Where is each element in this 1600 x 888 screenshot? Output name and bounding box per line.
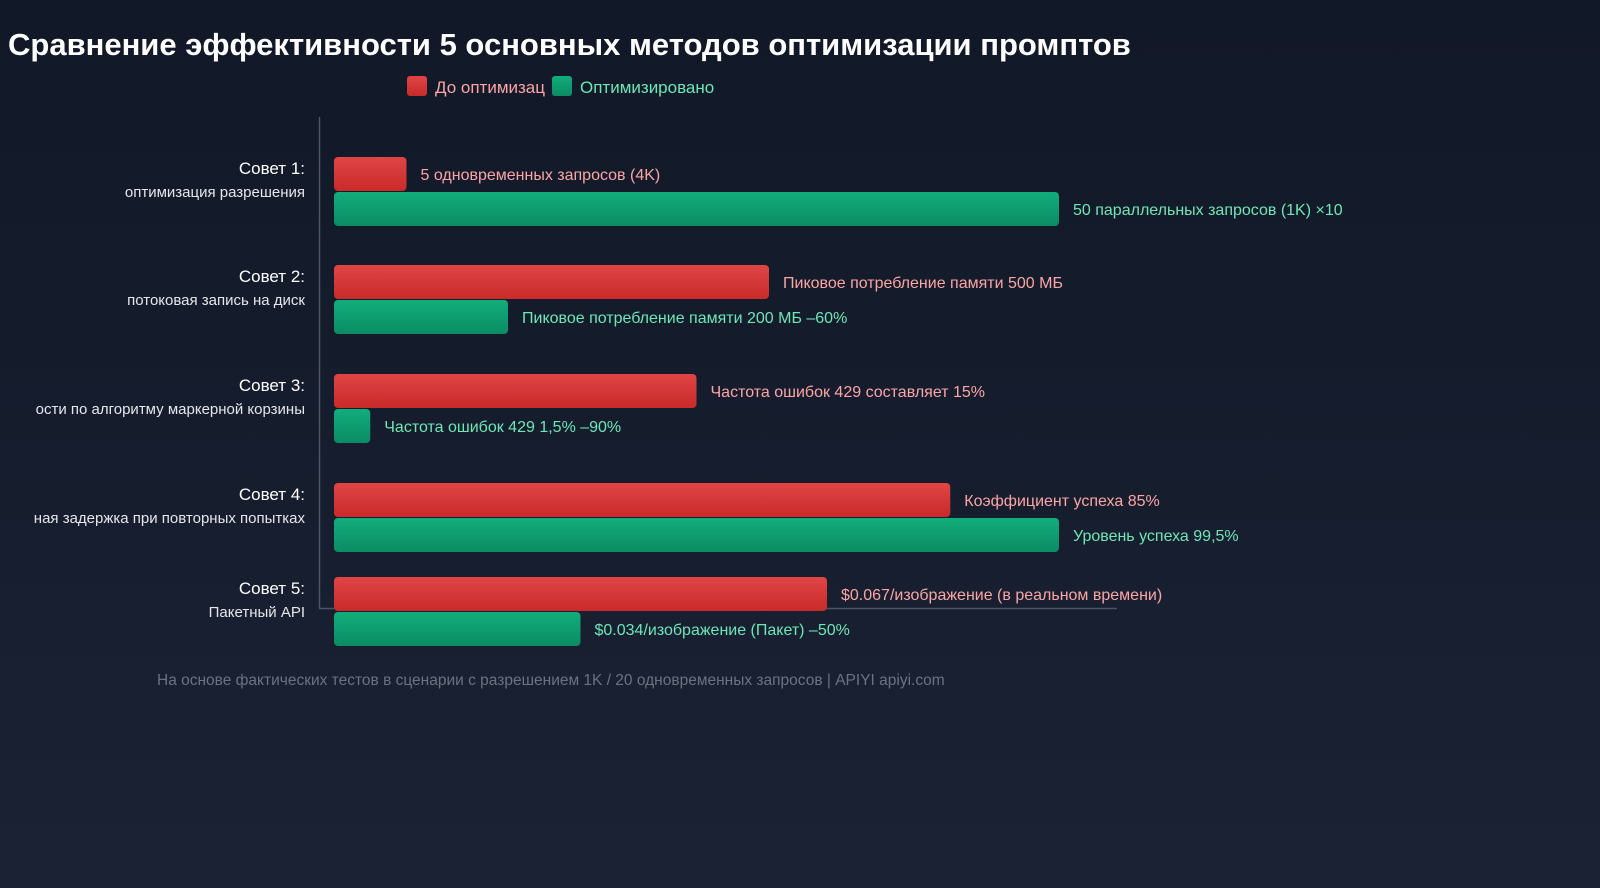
legend-swatch-after xyxy=(552,76,572,96)
chart-title: Сравнение эффективности 5 основных метод… xyxy=(8,27,1131,62)
category-title: Совет 2: xyxy=(239,267,305,286)
legend: До оптимизац Оптимизировано xyxy=(407,76,714,97)
category-subtitle: оптимизация разрешения xyxy=(125,184,305,201)
bar-after xyxy=(334,518,1059,552)
bar-after xyxy=(334,612,581,646)
category-title: Совет 4: xyxy=(239,485,305,504)
bar-label-after: 50 параллельных запросов (1K) ×10 xyxy=(1073,202,1343,219)
bar-label-before: Коэффициент успеха 85% xyxy=(964,493,1159,510)
bar-before xyxy=(334,265,769,299)
bar-label-after: Частота ошибок 429 1,5% –90% xyxy=(384,419,621,436)
bar-label-before: Пиковое потребление памяти 500 МБ xyxy=(783,275,1063,292)
bar-before xyxy=(334,483,951,517)
bar-after xyxy=(334,192,1059,226)
bar-before xyxy=(334,577,827,611)
bar-label-after: $0.034/изображение (Пакет) –50% xyxy=(595,622,850,639)
legend-swatch-before xyxy=(407,76,427,96)
category-subtitle: Пакетный API xyxy=(209,604,305,621)
category-title: Совет 1: xyxy=(239,159,305,178)
bar-label-before: $0.067/изображение (в реальном времени) xyxy=(841,587,1162,604)
footnote: На основе фактических тестов в сценарии … xyxy=(157,672,945,689)
category-subtitle: потоковая запись на диск xyxy=(127,292,305,309)
bar-after xyxy=(334,300,508,334)
bar-label-before: Частота ошибок 429 составляет 15% xyxy=(711,384,986,401)
legend-label-before: До оптимизац xyxy=(435,78,545,97)
bar-label-before: 5 одновременных запросов (4K) xyxy=(421,167,661,184)
bar-label-after: Уровень успеха 99,5% xyxy=(1073,528,1239,545)
legend-label-after: Оптимизировано xyxy=(580,78,714,97)
bar-before xyxy=(334,374,697,408)
category-title: Совет 3: xyxy=(239,376,305,395)
category-subtitle: ная задержка при повторных попытках xyxy=(34,510,306,527)
category-title: Совет 5: xyxy=(239,579,305,598)
category-subtitle: ости по алгоритму маркерной корзины xyxy=(36,401,305,418)
bar-label-after: Пиковое потребление памяти 200 МБ –60% xyxy=(522,310,847,327)
bar-after xyxy=(334,409,371,443)
bar-before xyxy=(334,157,407,191)
